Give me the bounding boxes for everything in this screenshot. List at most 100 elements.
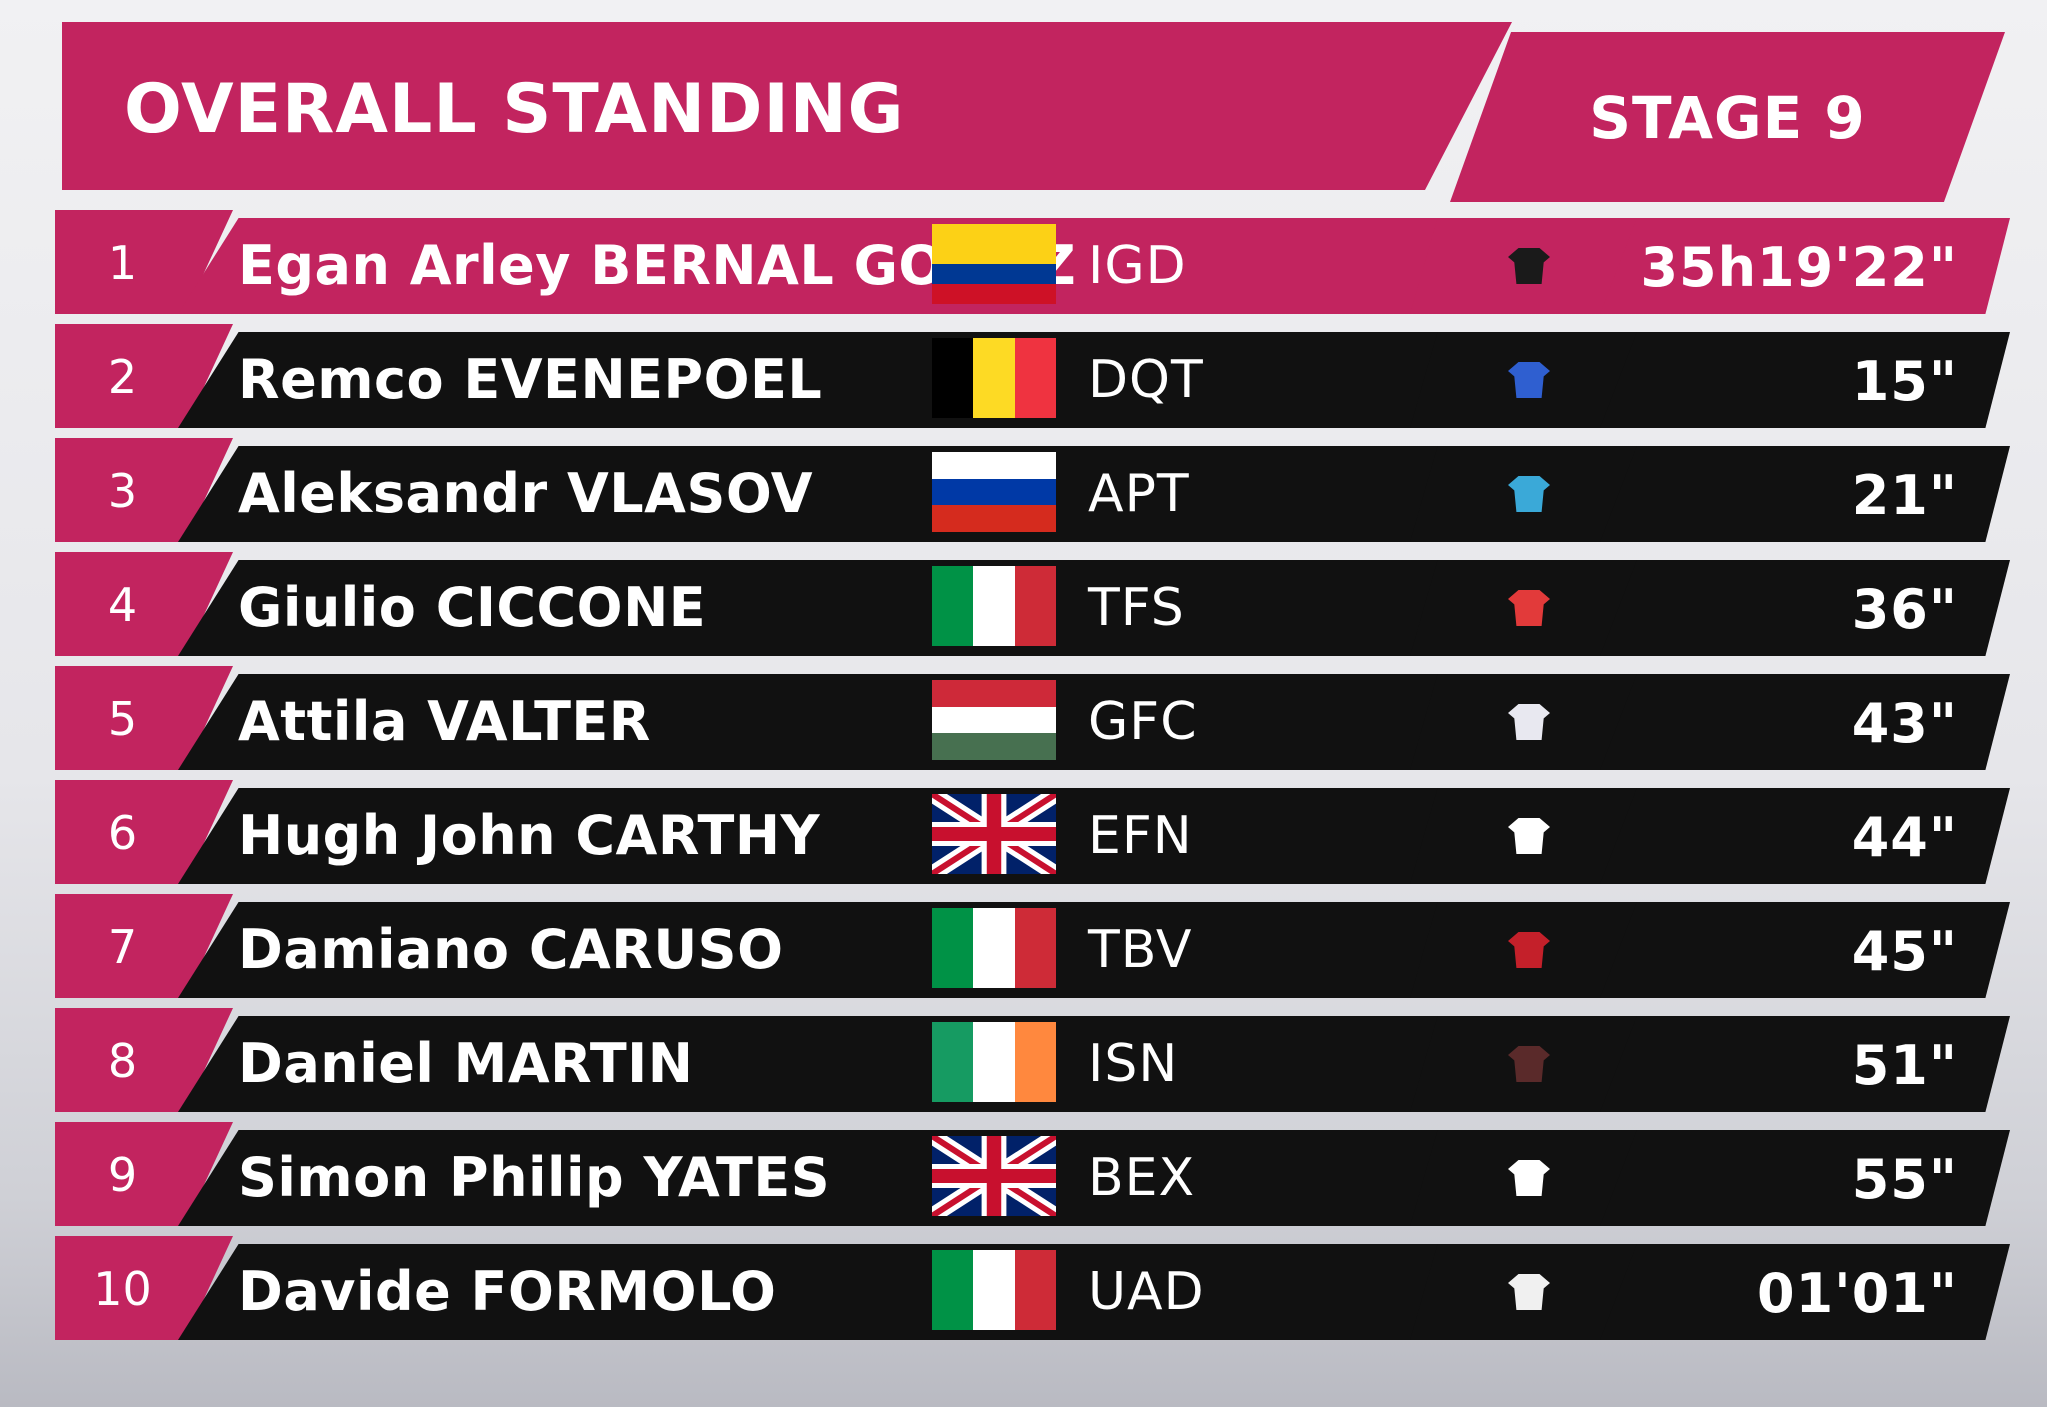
jersey-box bbox=[1410, 560, 1640, 656]
time-box: 45" bbox=[1600, 902, 2010, 998]
time-gap: 44" bbox=[1851, 806, 1958, 869]
rank-number: 9 bbox=[107, 1148, 138, 1202]
team-code: APT bbox=[1088, 464, 1190, 524]
jersey-icon bbox=[1508, 362, 1550, 398]
standings-row: 4 Giulio CICCONE TFS 36" bbox=[0, 552, 2047, 656]
jersey-icon bbox=[1508, 818, 1550, 854]
time-box: 35h19'22" bbox=[1600, 218, 2010, 314]
jersey-icon bbox=[1508, 248, 1550, 284]
jersey-box bbox=[1410, 902, 1640, 998]
rider-bar: Simon Philip YATES bbox=[178, 1130, 1440, 1226]
time-box: 55" bbox=[1600, 1130, 2010, 1226]
rank-number: 6 bbox=[107, 806, 138, 860]
jersey-box bbox=[1410, 332, 1640, 428]
rider-name: Daniel MARTIN bbox=[238, 1032, 694, 1095]
time-box: 43" bbox=[1600, 674, 2010, 770]
rider-bar: Attila VALTER bbox=[178, 674, 1440, 770]
jersey-icon bbox=[1508, 1160, 1550, 1196]
standings-row: 8 Daniel MARTIN ISN 51" bbox=[0, 1008, 2047, 1112]
rider-bar: Remco EVENEPOEL bbox=[178, 332, 1440, 428]
team-code: TFS bbox=[1088, 578, 1185, 638]
standings-row: 6 Hugh John CARTHY EFN 44" bbox=[0, 780, 2047, 884]
rank-number: 8 bbox=[107, 1034, 138, 1088]
time-gap: 43" bbox=[1851, 692, 1958, 755]
time-gap: 51" bbox=[1851, 1034, 1958, 1097]
standings-row: 9 Simon Philip YATES BEX 55" bbox=[0, 1122, 2047, 1226]
rider-bar: Egan Arley BERNAL GOMEZ bbox=[178, 218, 1440, 314]
rider-bar: Davide FORMOLO bbox=[178, 1244, 1440, 1340]
jersey-box bbox=[1410, 674, 1640, 770]
time-box: 44" bbox=[1600, 788, 2010, 884]
team-code: ISN bbox=[1088, 1034, 1179, 1094]
rank-number: 7 bbox=[107, 920, 138, 974]
standings-row: 1 Egan Arley BERNAL GOMEZ IGD 35h19'22" bbox=[0, 210, 2047, 314]
uk-flag-icon bbox=[932, 794, 1056, 874]
rider-name: Damiano CARUSO bbox=[238, 918, 784, 981]
team-code: UAD bbox=[1088, 1262, 1205, 1322]
time-gap: 55" bbox=[1851, 1148, 1958, 1211]
jersey-box bbox=[1410, 218, 1640, 314]
time-gap: 21" bbox=[1851, 464, 1958, 527]
rider-name: Hugh John CARTHY bbox=[238, 804, 821, 867]
rider-name: Aleksandr VLASOV bbox=[238, 462, 814, 525]
rank-number: 1 bbox=[107, 236, 138, 290]
time-gap: 35h19'22" bbox=[1640, 236, 1958, 299]
team-code: DQT bbox=[1088, 350, 1204, 410]
jersey-icon bbox=[1508, 1046, 1550, 1082]
rank-number: 2 bbox=[107, 350, 138, 404]
header: OVERALL STANDING STAGE 9 bbox=[62, 22, 2012, 202]
hungary-flag-icon bbox=[932, 680, 1056, 760]
time-gap: 36" bbox=[1851, 578, 1958, 641]
rider-bar: Aleksandr VLASOV bbox=[178, 446, 1440, 542]
jersey-box bbox=[1410, 1016, 1640, 1112]
standings-row: 7 Damiano CARUSO TBV 45" bbox=[0, 894, 2047, 998]
team-code: EFN bbox=[1088, 806, 1193, 866]
rider-name: Giulio CICCONE bbox=[238, 576, 707, 639]
rider-bar: Daniel MARTIN bbox=[178, 1016, 1440, 1112]
italy-flag-icon bbox=[932, 908, 1056, 988]
rank-number: 4 bbox=[107, 578, 138, 632]
time-box: 51" bbox=[1600, 1016, 2010, 1112]
time-gap: 45" bbox=[1851, 920, 1958, 983]
ireland-flag-icon bbox=[932, 1022, 1056, 1102]
rank-number: 3 bbox=[107, 464, 138, 518]
time-gap: 01'01" bbox=[1757, 1262, 1958, 1325]
stage-label: STAGE 9 bbox=[1589, 84, 1866, 152]
rider-name: Remco EVENEPOEL bbox=[238, 348, 823, 411]
jersey-box bbox=[1410, 446, 1640, 542]
team-code: GFC bbox=[1088, 692, 1198, 752]
standings-row: 3 Aleksandr VLASOV APT 21" bbox=[0, 438, 2047, 542]
rider-bar: Hugh John CARTHY bbox=[178, 788, 1440, 884]
rank-number: 5 bbox=[107, 692, 138, 746]
russia-flag-icon bbox=[932, 452, 1056, 532]
team-code: IGD bbox=[1088, 236, 1187, 296]
jersey-box bbox=[1410, 788, 1640, 884]
stage-banner: STAGE 9 bbox=[1450, 32, 2005, 202]
rider-bar: Damiano CARUSO bbox=[178, 902, 1440, 998]
rider-name: Simon Philip YATES bbox=[238, 1146, 831, 1209]
belgium-flag-icon bbox=[932, 338, 1056, 418]
time-gap: 15" bbox=[1851, 350, 1958, 413]
time-box: 21" bbox=[1600, 446, 2010, 542]
jersey-icon bbox=[1508, 590, 1550, 626]
standings-row: 10 Davide FORMOLO UAD 01'01" bbox=[0, 1236, 2047, 1340]
time-box: 36" bbox=[1600, 560, 2010, 656]
uk-flag-icon bbox=[932, 1136, 1056, 1216]
jersey-icon bbox=[1508, 1274, 1550, 1310]
time-box: 01'01" bbox=[1600, 1244, 2010, 1340]
rank-number: 10 bbox=[93, 1262, 152, 1316]
jersey-icon bbox=[1508, 932, 1550, 968]
rider-name: Attila VALTER bbox=[238, 690, 651, 753]
jersey-icon bbox=[1508, 476, 1550, 512]
colombia-flag-icon bbox=[932, 224, 1056, 304]
rider-bar: Giulio CICCONE bbox=[178, 560, 1440, 656]
jersey-box bbox=[1410, 1130, 1640, 1226]
page-title: OVERALL STANDING bbox=[124, 70, 905, 149]
standings-row: 2 Remco EVENEPOEL DQT 15" bbox=[0, 324, 2047, 428]
italy-flag-icon bbox=[932, 566, 1056, 646]
title-banner: OVERALL STANDING bbox=[62, 22, 1512, 190]
time-box: 15" bbox=[1600, 332, 2010, 428]
rank-box: 1 bbox=[55, 210, 233, 314]
italy-flag-icon bbox=[932, 1250, 1056, 1330]
